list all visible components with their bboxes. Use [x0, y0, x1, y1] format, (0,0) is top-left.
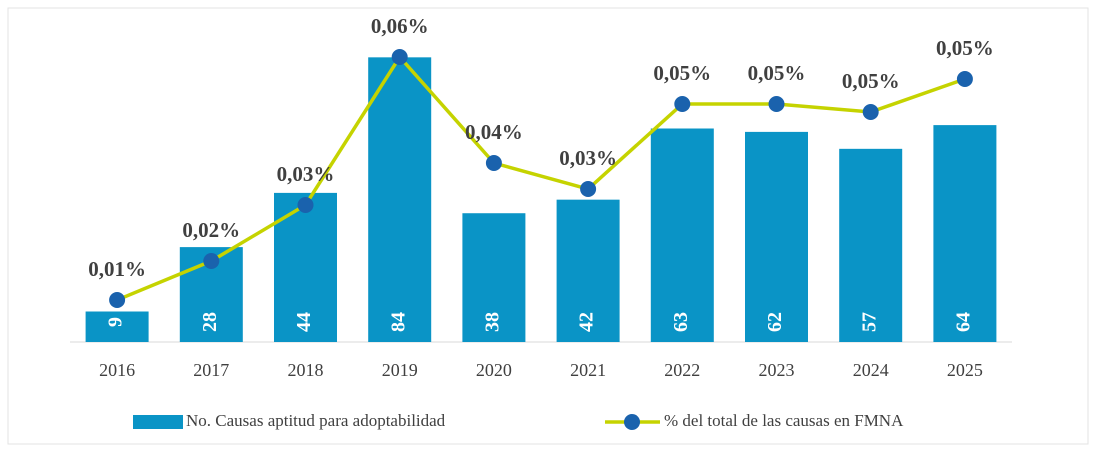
bar-value-label: 57: [858, 312, 880, 332]
bar: [745, 131, 808, 342]
legend-label: No. Causas aptitud para adoptabilidad: [186, 411, 446, 430]
legend-label: % del total de las causas en FMNA: [664, 411, 904, 430]
bar-value-label: 38: [481, 312, 503, 332]
x-tick-label: 2022: [664, 360, 700, 380]
bar-value-label: 28: [199, 312, 221, 332]
line-value-label: 0,01%: [88, 257, 146, 281]
bar: [556, 199, 620, 342]
line-value-label: 0,05%: [748, 61, 806, 85]
x-tick-label: 2020: [476, 360, 512, 380]
line: [116, 54, 966, 302]
line-marker: [862, 104, 879, 120]
line-value-label: 0,02%: [182, 218, 240, 242]
line-marker: [674, 96, 691, 112]
bar-value-label: 84: [387, 312, 409, 332]
x-tick-label: 2023: [759, 360, 795, 380]
bar-value-label: 62: [764, 312, 786, 332]
line-value-label: 0,05%: [936, 36, 994, 60]
x-tick-label: 2021: [570, 360, 606, 380]
line-value-label: 0,03%: [277, 162, 335, 186]
bar: [368, 57, 432, 342]
x-tick-label: 2019: [382, 360, 418, 380]
line-value-label: 0,05%: [653, 61, 711, 85]
line-marker: [109, 292, 126, 308]
bar: [650, 128, 714, 342]
line-marker: [297, 197, 314, 213]
line-marker: [485, 155, 502, 171]
legend-marker: [624, 414, 640, 430]
line-marker: [391, 49, 408, 65]
bar: [933, 125, 997, 342]
bar-value-label: 64: [952, 312, 974, 332]
bar: [839, 148, 903, 342]
bar-value-label: 63: [670, 312, 692, 332]
line-value-label: 0,03%: [559, 146, 617, 170]
bar: [85, 311, 149, 342]
x-tick-label: 2017: [193, 360, 229, 380]
x-tick-label: 2025: [947, 360, 983, 380]
bar-value-label: 44: [293, 312, 315, 332]
x-tick-label: 2024: [853, 360, 889, 380]
bar: [462, 213, 526, 342]
line-marker: [768, 96, 785, 112]
line-marker: [956, 71, 973, 87]
chart-frame: [7, 7, 1089, 445]
line-marker: [203, 253, 220, 269]
bar-value-label: 42: [576, 312, 598, 332]
bar-value-label: 9: [105, 317, 127, 327]
x-tick-label: 2018: [288, 360, 324, 380]
legend-swatch: [133, 415, 183, 429]
x-tick-label: 2016: [99, 360, 135, 380]
line-value-label: 0,05%: [842, 69, 900, 93]
line-marker: [580, 181, 597, 197]
line-value-label: 0,04%: [465, 120, 523, 144]
line-value-label: 0,06%: [371, 14, 429, 38]
